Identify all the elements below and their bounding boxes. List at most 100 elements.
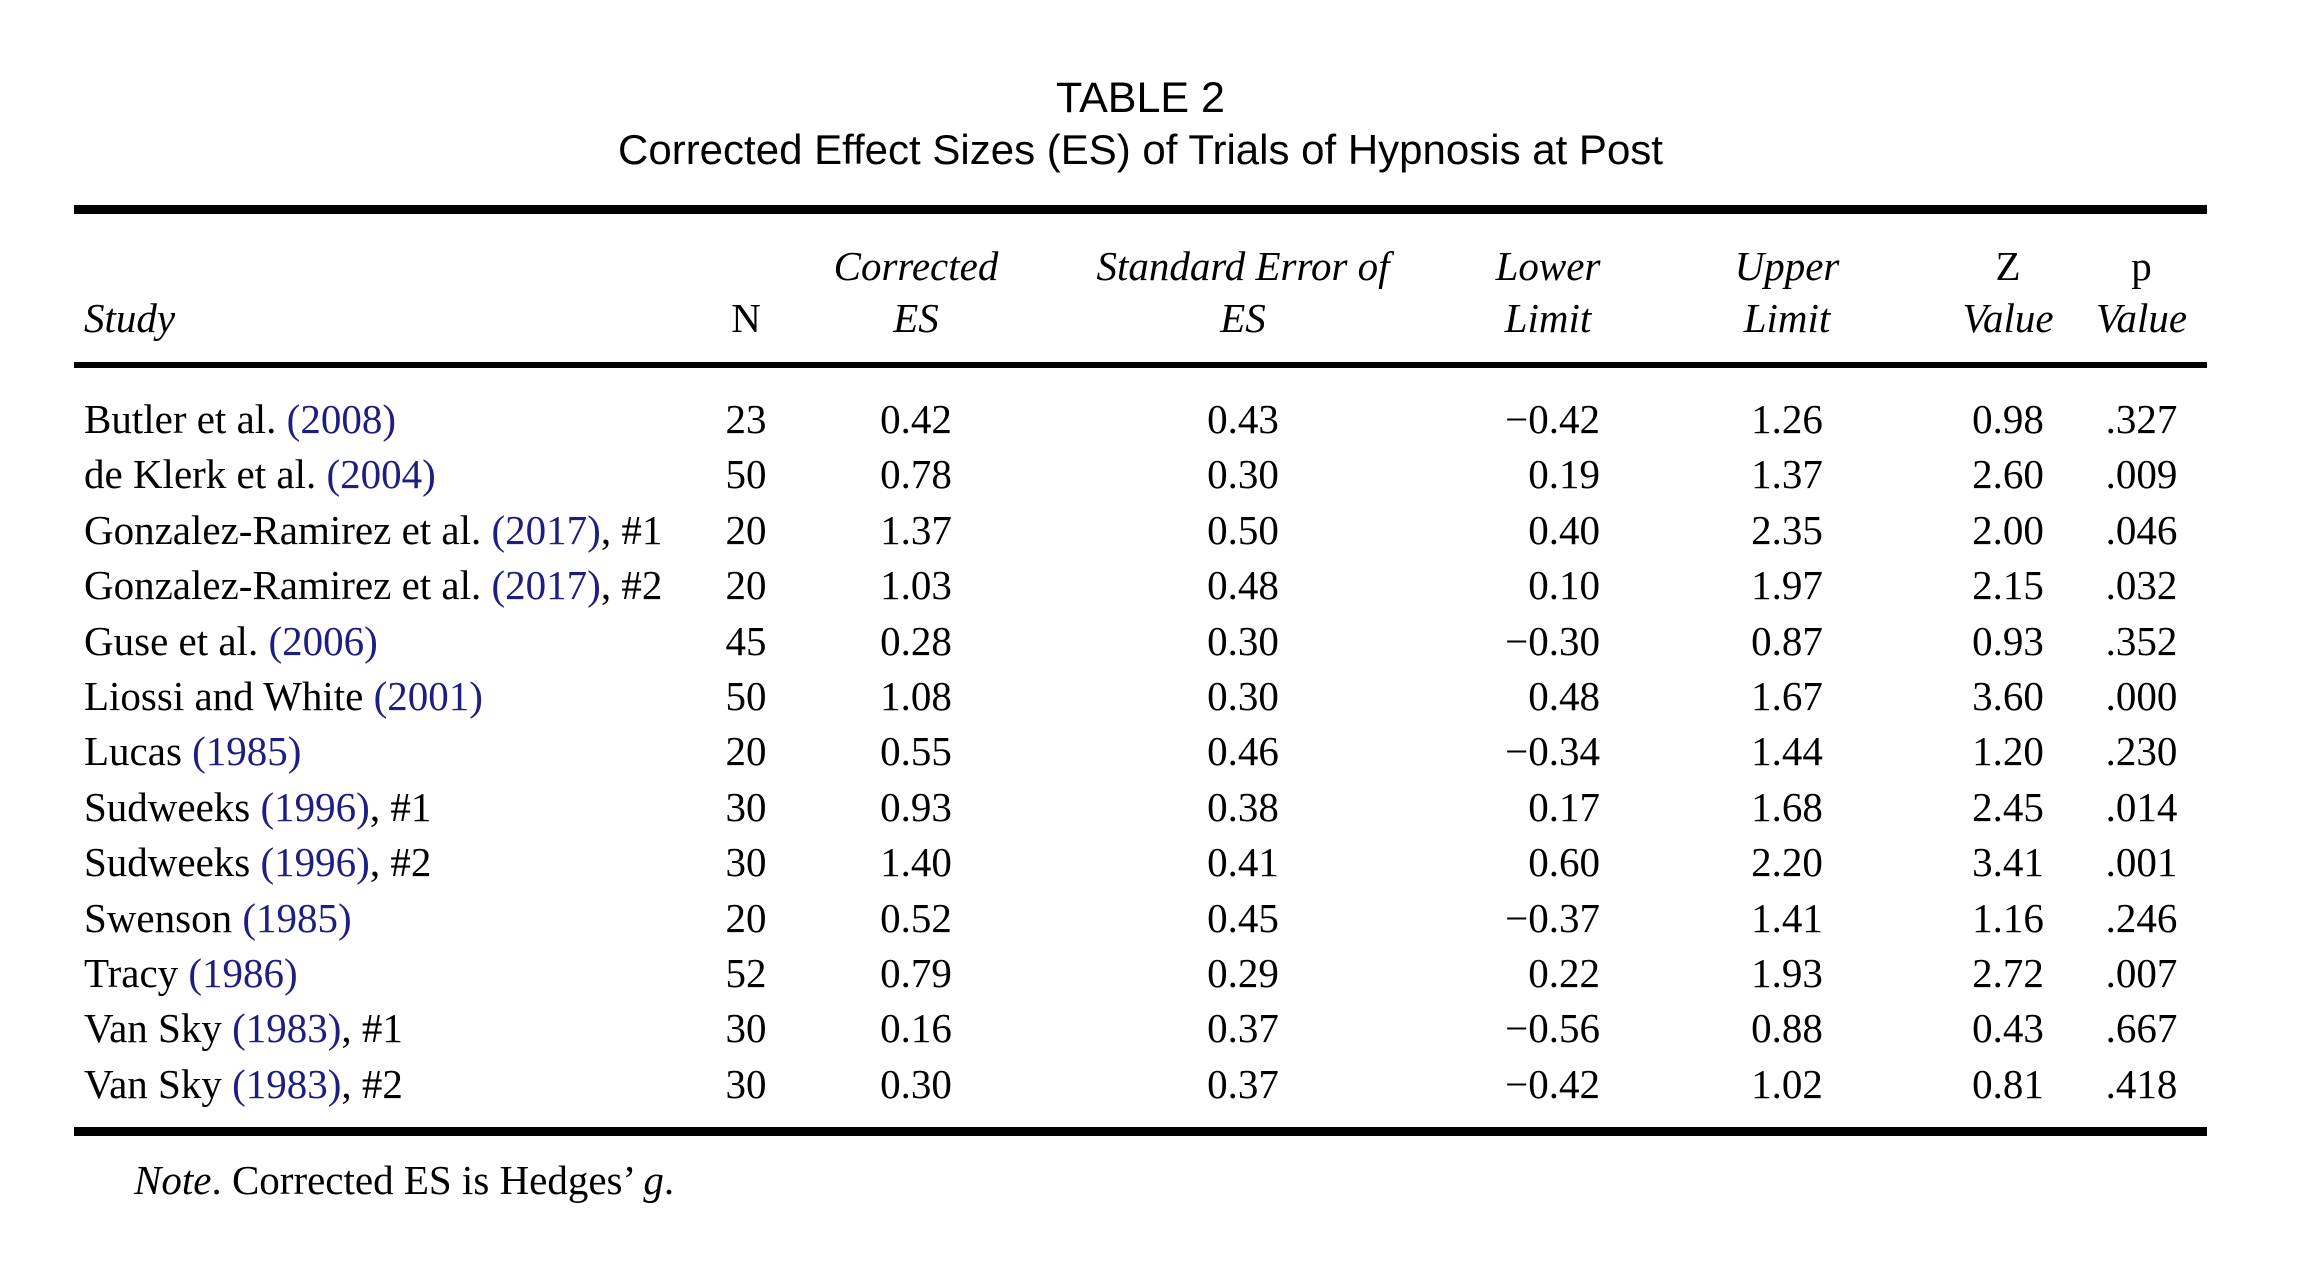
lower-limit-cell: 0.17 <box>1528 783 1600 830</box>
study-cell: Van Sky (1983), #2 <box>74 1057 684 1112</box>
corrected-es-cell: 0.52 <box>880 894 952 941</box>
citation-link[interactable]: (1996) <box>260 839 370 886</box>
z-value-cell: 1.16 <box>1972 894 2044 941</box>
table-row: Gonzalez-Ramirez et al. (2017), #1 20 1.… <box>74 503 2207 558</box>
n-cell: 30 <box>725 1060 767 1107</box>
column-header-standard-error: Standard Error of ES <box>1096 243 1390 341</box>
n-cell: 50 <box>725 672 767 719</box>
corrected-es-cell: 0.42 <box>880 396 952 442</box>
study-cell: Swenson (1985) <box>74 891 684 946</box>
column-header-p-value: p Value <box>2095 243 2188 341</box>
standard-error-cell: 0.48 <box>1207 562 1279 609</box>
upper-limit-cell: 1.93 <box>1751 949 1823 996</box>
corrected-es-cell: 1.37 <box>880 506 952 553</box>
lower-limit-cell: −0.34 <box>1505 728 1600 775</box>
standard-error-cell: 0.41 <box>1207 839 1279 886</box>
citation-link[interactable]: (2008) <box>286 396 396 442</box>
study-name: Swenson <box>84 894 243 941</box>
citation-link[interactable]: (2017) <box>491 562 601 609</box>
study-name: Liossi and White <box>84 672 374 719</box>
z-value-cell: 2.72 <box>1972 949 2044 996</box>
upper-limit-cell: 1.67 <box>1751 672 1823 719</box>
z-value-cell: 3.60 <box>1972 672 2044 719</box>
corrected-es-cell: 1.40 <box>880 839 952 886</box>
corrected-es-cell: 0.55 <box>880 728 952 775</box>
z-value-cell: 2.45 <box>1972 783 2044 830</box>
citation-link[interactable]: (2001) <box>373 672 483 719</box>
study-suffix: , #1 <box>369 783 432 830</box>
p-value-cell: .000 <box>2105 672 2178 719</box>
corrected-es-cell: 0.79 <box>880 949 952 996</box>
standard-error-cell: 0.30 <box>1207 672 1279 719</box>
table-row: Sudweeks (1996), #1 30 0.93 0.38 0.17 1.… <box>74 780 2207 835</box>
study-suffix: , #2 <box>341 1060 403 1107</box>
p-value-cell: .009 <box>2105 451 2178 498</box>
p-value-cell: .352 <box>2105 617 2178 664</box>
p-value-cell: .667 <box>2105 1005 2178 1052</box>
citation-link[interactable]: (1983) <box>232 1005 342 1052</box>
citation-link[interactable]: (1985) <box>192 728 302 775</box>
upper-limit-cell: 1.26 <box>1751 396 1823 442</box>
upper-limit-cell: 2.35 <box>1751 506 1823 553</box>
lower-limit-cell: 0.19 <box>1528 451 1600 498</box>
n-cell: 20 <box>725 506 767 553</box>
table-caption: TABLE 2 Corrected Effect Sizes (ES) of T… <box>74 72 2207 176</box>
study-cell: Liossi and White (2001) <box>74 669 684 724</box>
p-value-cell: .230 <box>2105 728 2178 775</box>
study-suffix: , #2 <box>369 839 432 886</box>
n-cell: 20 <box>725 728 767 775</box>
p-value-cell: .007 <box>2105 949 2178 996</box>
p-value-cell: .014 <box>2105 783 2178 830</box>
n-cell: 30 <box>725 839 767 886</box>
citation-link[interactable]: (2006) <box>268 617 378 664</box>
study-suffix: , #1 <box>341 1005 403 1052</box>
column-header-z-value: Z Value <box>1962 243 2054 341</box>
standard-error-cell: 0.29 <box>1207 949 1279 996</box>
n-cell: 30 <box>725 1005 767 1052</box>
column-header-corrected-es: Corrected ES <box>833 243 999 341</box>
upper-limit-cell: 1.02 <box>1751 1060 1823 1107</box>
upper-limit-cell: 1.37 <box>1751 451 1823 498</box>
citation-link[interactable]: (1983) <box>232 1060 342 1107</box>
standard-error-cell: 0.37 <box>1207 1005 1279 1052</box>
n-cell: 20 <box>725 562 767 609</box>
citation-link[interactable]: (1985) <box>242 894 352 941</box>
lower-limit-cell: 0.10 <box>1528 562 1600 609</box>
p-value-cell: .327 <box>2105 396 2178 442</box>
lower-limit-cell: −0.42 <box>1505 1060 1600 1107</box>
p-value-cell: .046 <box>2105 506 2178 553</box>
table-label: TABLE 2 <box>1056 74 1225 122</box>
z-value-cell: 2.00 <box>1972 506 2044 553</box>
p-value-cell: .001 <box>2105 839 2178 886</box>
column-header-n: N <box>731 295 761 341</box>
study-name: Lucas <box>84 728 193 775</box>
study-cell: Gonzalez-Ramirez et al. (2017), #2 <box>74 558 684 613</box>
column-header-study: Study <box>84 295 176 341</box>
study-name: Van Sky <box>84 1060 233 1107</box>
upper-limit-cell: 0.87 <box>1751 617 1823 664</box>
citation-link[interactable]: (1986) <box>188 949 298 996</box>
column-header-upper-limit: Upper Limit <box>1734 243 1840 341</box>
corrected-es-cell: 0.78 <box>880 451 952 498</box>
table-row: Van Sky (1983), #1 30 0.16 0.37 −0.56 0.… <box>74 1001 2207 1056</box>
table-row: Lucas (1985) 20 0.55 0.46 −0.34 1.44 1.2… <box>74 724 2207 779</box>
n-cell: 23 <box>725 396 767 442</box>
column-header-lower-limit: Lower Limit <box>1495 243 1601 341</box>
table-title: Corrected Effect Sizes (ES) of Trials of… <box>618 126 1663 173</box>
corrected-es-cell: 0.16 <box>880 1005 952 1052</box>
data-table: Study N Corrected ES Standard Error of E… <box>74 205 2207 1137</box>
table-row: de Klerk et al. (2004) 50 0.78 0.30 0.19… <box>74 447 2207 502</box>
lower-limit-cell: −0.30 <box>1505 617 1600 664</box>
study-cell: Lucas (1985) <box>74 724 684 779</box>
lower-limit-cell: 0.60 <box>1528 839 1600 886</box>
table-row: Butler et al. (2008) 23 0.42 0.43 −0.42 … <box>74 392 2207 447</box>
study-name: de Klerk et al. <box>84 451 327 498</box>
citation-link[interactable]: (2004) <box>326 451 436 498</box>
p-value-cell: .246 <box>2105 894 2178 941</box>
standard-error-cell: 0.45 <box>1207 894 1279 941</box>
citation-link[interactable]: (1996) <box>260 783 370 830</box>
study-name: Gonzalez-Ramirez et al. <box>84 506 492 553</box>
citation-link[interactable]: (2017) <box>491 506 601 553</box>
table-row: Tracy (1986) 52 0.79 0.29 0.22 1.93 2.72… <box>74 946 2207 1001</box>
